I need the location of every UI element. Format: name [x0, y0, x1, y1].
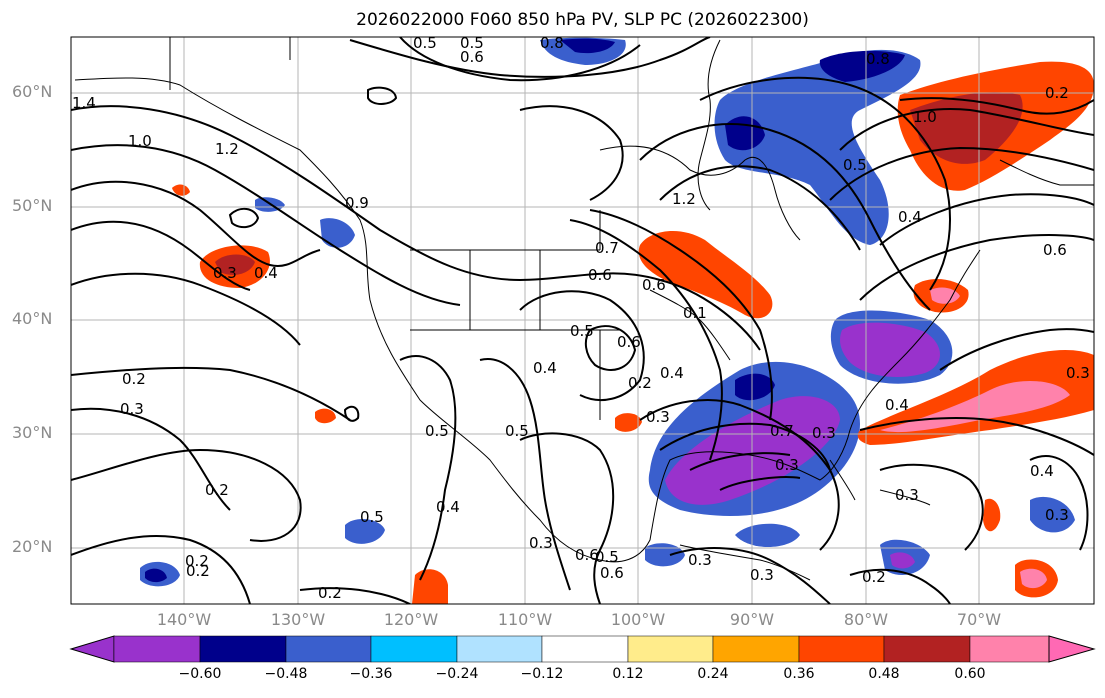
map-title: 2026022000 F060 850 hPa PV, SLP PC (2026… — [356, 10, 809, 30]
contour-label: 0.3 — [1066, 364, 1090, 382]
lon-label: 90°W — [729, 610, 775, 629]
contour-label: 0.3 — [646, 408, 670, 426]
lon-label: 130°W — [270, 610, 326, 629]
colorbar-bin — [627, 635, 714, 663]
contour-label: 0.4 — [436, 498, 460, 516]
colorbar-tick-label: 0.36 — [783, 666, 815, 682]
contour-label: 0.2 — [1045, 84, 1069, 102]
contour-label: 1.0 — [128, 132, 152, 150]
contour-label: 0.5 — [360, 508, 384, 526]
lat-label: 20°N — [12, 537, 53, 556]
lat-label: 60°N — [12, 82, 53, 101]
colorbar-bin — [113, 635, 201, 663]
contour-label: 0.6 — [575, 546, 599, 564]
contour-label: 0.5 — [843, 156, 867, 174]
contour-label: 0.2 — [862, 568, 886, 586]
contour-label: 0.2 — [205, 481, 229, 499]
contour-label: 0.4 — [898, 208, 922, 226]
contour-label: 0.3 — [120, 400, 144, 418]
contour-label: 1.0 — [913, 108, 937, 126]
colorbar-tick-label: 0.12 — [612, 666, 644, 682]
colorbar-tick-label: −0.36 — [349, 666, 393, 682]
colorbar-min-arrow — [69, 635, 115, 663]
contour-label: 0.3 — [812, 424, 836, 442]
lon-label: 120°W — [383, 610, 439, 629]
contour-label: 0.6 — [617, 333, 641, 351]
contour-label: 0.3 — [895, 486, 919, 504]
colorbar — [69, 635, 1096, 663]
contour-label: 0.6 — [460, 48, 484, 66]
contour-label: 0.2 — [186, 562, 210, 580]
contour-label: 0.3 — [775, 456, 799, 474]
contour-label: 0.5 — [505, 422, 529, 440]
contour-label: 0.9 — [345, 194, 369, 212]
colorbar-tick-label: 0.60 — [954, 666, 986, 682]
contour-label: 0.4 — [1030, 462, 1054, 480]
colorbar-bin — [883, 635, 971, 663]
slp-contours — [71, 37, 1094, 604]
colorbar-bin — [712, 635, 800, 663]
contour-label: 0.5 — [413, 34, 437, 52]
contour-label: 0.3 — [1045, 506, 1069, 524]
colorbar-tick-label: −0.48 — [264, 666, 308, 682]
contour-label: 0.3 — [750, 566, 774, 584]
lon-label: 140°W — [156, 610, 212, 629]
contour-label: 0.6 — [600, 564, 624, 582]
contour-label: 0.4 — [660, 364, 684, 382]
colorbar-bin — [370, 635, 458, 663]
contour-label: 0.2 — [628, 374, 652, 392]
contour-label: 1.2 — [215, 140, 239, 158]
contour-label: 0.6 — [588, 266, 612, 284]
map-frame — [70, 36, 1095, 605]
contour-label: 0.4 — [533, 359, 557, 377]
contour-label: 0.3 — [688, 551, 712, 569]
graticule — [71, 37, 1094, 604]
colorbar-tick-label: −0.12 — [520, 666, 564, 682]
lat-label: 50°N — [12, 196, 53, 215]
contour-label: 0.7 — [770, 422, 794, 440]
contour-label: 0.2 — [185, 552, 209, 570]
contour-label: 0.3 — [529, 534, 553, 552]
contour-label: 0.6 — [1043, 241, 1067, 259]
colorbar-tick-label: −0.60 — [178, 666, 222, 682]
contour-label: 0.2 — [122, 370, 146, 388]
contour-label: 1.4 — [72, 94, 96, 112]
colorbar-bin — [456, 635, 543, 663]
contour-label: 0.5 — [425, 422, 449, 440]
contour-label: 0.6 — [642, 276, 666, 294]
colorbar-tick-label: 0.24 — [697, 666, 729, 682]
lon-label: 80°W — [843, 610, 889, 629]
contour-labels: 1.4 1.0 1.2 0.9 0.4 0.3 0.2 0.3 0.2 0.2 … — [72, 34, 1090, 602]
colorbar-max-arrow — [1048, 635, 1096, 663]
lon-label: 70°W — [956, 610, 1002, 629]
contour-label: 0.3 — [213, 264, 237, 282]
contour-label: 0.7 — [595, 239, 619, 257]
contour-label: 0.2 — [318, 584, 342, 602]
colorbar-bin — [798, 635, 885, 663]
contour-label: 1.2 — [672, 190, 696, 208]
lat-label: 30°N — [12, 423, 53, 442]
contour-label: 0.4 — [254, 264, 278, 282]
lon-label: 110°W — [497, 610, 553, 629]
contour-label: 0.5 — [460, 34, 484, 52]
colorbar-tick-label: 0.48 — [868, 666, 900, 682]
lat-label: 40°N — [12, 309, 53, 328]
colorbar-bin — [285, 635, 372, 663]
contour-label: 0.8 — [866, 50, 890, 68]
contour-label: 0.4 — [885, 396, 909, 414]
colorbar-tick-label: −0.24 — [435, 666, 479, 682]
contour-label: 0.8 — [540, 34, 564, 52]
contour-label: 0.5 — [570, 322, 594, 340]
lon-label: 100°W — [610, 610, 666, 629]
colorbar-bin — [199, 635, 287, 663]
colorbar-bin — [969, 635, 1050, 663]
colorbar-bin — [541, 635, 629, 663]
contour-label: 0.1 — [683, 304, 707, 322]
contour-label: 0.5 — [595, 548, 619, 566]
